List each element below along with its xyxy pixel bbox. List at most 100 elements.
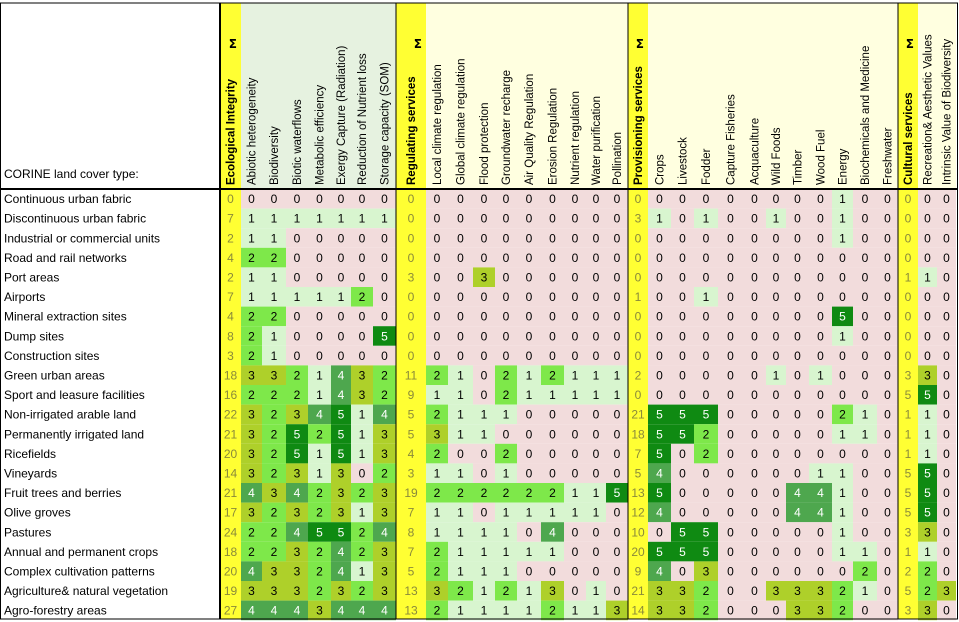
matrix-cell [448, 502, 473, 523]
column-header-label: Freshwater [883, 127, 895, 185]
cell-value: 3 [434, 584, 441, 598]
matrix-cell [262, 561, 286, 581]
matrix-cell [694, 463, 718, 483]
cell-value: 0 [457, 271, 464, 285]
matrix-cell [786, 267, 809, 287]
cell-value: 0 [839, 271, 846, 285]
cell-value: 1 [614, 369, 621, 383]
cell-value: 0 [549, 447, 556, 461]
cell-value: 0 [572, 251, 579, 265]
cell-value: 0 [884, 271, 891, 285]
cell-value: 3 [481, 271, 488, 285]
cell-value: 4 [248, 565, 255, 579]
matrix-cell [308, 365, 331, 385]
cell-value: 4 [338, 565, 345, 579]
matrix-cell [517, 345, 541, 366]
matrix-cell [694, 541, 718, 562]
matrix-cell [517, 541, 541, 562]
matrix-cell [351, 385, 373, 405]
cell-value: 0 [794, 408, 801, 422]
cell-value: 3 [656, 584, 663, 598]
cell-value: 0 [884, 231, 891, 245]
sum-cell-value: 0 [408, 310, 415, 324]
cell-value: 0 [593, 349, 600, 363]
matrix-cell [937, 424, 956, 444]
column-header-label: Erosion Regulation [548, 88, 560, 185]
matrix-cell [877, 600, 898, 621]
column-header-label: Ecological Integrity [226, 78, 238, 185]
cell-value: 0 [943, 604, 950, 618]
matrix-cell [448, 463, 473, 483]
cell-value: 1 [839, 231, 846, 245]
matrix-cell [586, 541, 606, 562]
matrix-cell [351, 189, 373, 209]
matrix-cell [373, 443, 396, 464]
matrix-cell [473, 541, 495, 562]
sum-cell-value: 8 [227, 329, 234, 343]
matrix-cell [853, 247, 877, 268]
cell-value: 1 [572, 506, 579, 520]
cell-value: 0 [839, 388, 846, 402]
cell-value: 0 [727, 290, 734, 304]
cell-value: 0 [526, 212, 533, 226]
matrix-cell [937, 463, 956, 483]
cell-value: 1 [549, 388, 556, 402]
matrix-cell [786, 581, 809, 601]
cell-value: 1 [572, 369, 579, 383]
cell-value: 1 [503, 565, 510, 579]
matrix-cell [286, 189, 308, 209]
cell-value: 0 [773, 310, 780, 324]
matrix-cell [671, 581, 694, 601]
sum-cell-value: 1 [635, 290, 642, 304]
matrix-cell [448, 267, 473, 287]
cell-value: 0 [381, 349, 388, 363]
cell-value: 0 [794, 349, 801, 363]
matrix-cell [648, 483, 671, 503]
cell-value: 0 [572, 231, 579, 245]
matrix-cell [671, 287, 694, 307]
sum-cell-value: 5 [905, 486, 912, 500]
cell-value: 1 [862, 408, 869, 422]
cell-value: 0 [526, 192, 533, 206]
cell-value: 0 [924, 329, 931, 343]
cell-value: 4 [338, 604, 345, 618]
cell-value: 3 [381, 447, 388, 461]
cell-value: 0 [751, 192, 758, 206]
matrix-cell [351, 287, 373, 307]
matrix-cell [241, 267, 262, 287]
matrix-cell [671, 306, 694, 327]
cell-value: 0 [614, 584, 621, 598]
sum-cell-value: 13 [404, 604, 418, 618]
matrix-cell [426, 385, 448, 405]
matrix-cell [308, 561, 331, 581]
matrix-cell [809, 306, 832, 327]
cell-value: 0 [526, 525, 533, 539]
cell-value: 0 [794, 212, 801, 226]
cell-value: 1 [457, 604, 464, 618]
matrix-cell [473, 189, 495, 209]
sum-cell-value: 5 [408, 565, 415, 579]
matrix-cell [606, 247, 628, 268]
matrix-cell [331, 502, 351, 523]
matrix-cell [351, 228, 373, 248]
matrix-cell [448, 345, 473, 366]
cell-value: 4 [271, 604, 278, 618]
cell-value: 4 [656, 467, 663, 481]
matrix-cell [877, 522, 898, 542]
cell-value: 0 [572, 427, 579, 441]
matrix-cell [718, 463, 743, 483]
cell-value: 3 [381, 427, 388, 441]
matrix-cell [541, 267, 564, 287]
column-header-label: Energy [838, 148, 850, 185]
row-label: Construction sites [4, 349, 99, 363]
cell-value: 0 [703, 349, 710, 363]
matrix-cell [286, 404, 308, 425]
matrix-cell [564, 522, 586, 542]
sum-cell-value: 20 [224, 565, 238, 579]
cell-value: 1 [839, 525, 846, 539]
matrix-cell [331, 561, 351, 581]
matrix-cell [832, 385, 853, 405]
matrix-cell [373, 365, 396, 385]
matrix-cell [832, 404, 853, 425]
cell-value: 3 [248, 447, 255, 461]
